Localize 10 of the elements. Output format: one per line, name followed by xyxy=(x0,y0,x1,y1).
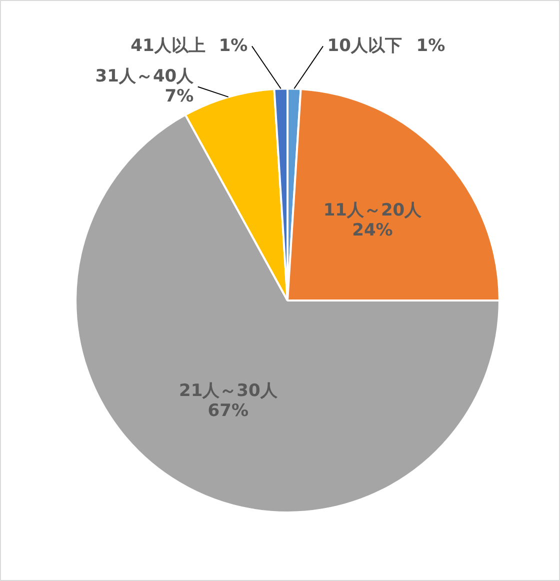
slice-label: 10人以下 xyxy=(327,36,402,56)
slice-label: 11人～20人 xyxy=(323,200,423,221)
slice-label: 41人以上 xyxy=(130,36,206,56)
data-label: 1% xyxy=(416,36,446,56)
data-label: 24% xyxy=(352,220,393,241)
slice-label: 31人～40人 xyxy=(95,66,195,87)
data-label: 7% xyxy=(164,86,194,107)
slice-label: 21人～30人 xyxy=(178,380,278,401)
data-label: 67% xyxy=(208,400,249,421)
data-label: 1% xyxy=(218,36,248,56)
